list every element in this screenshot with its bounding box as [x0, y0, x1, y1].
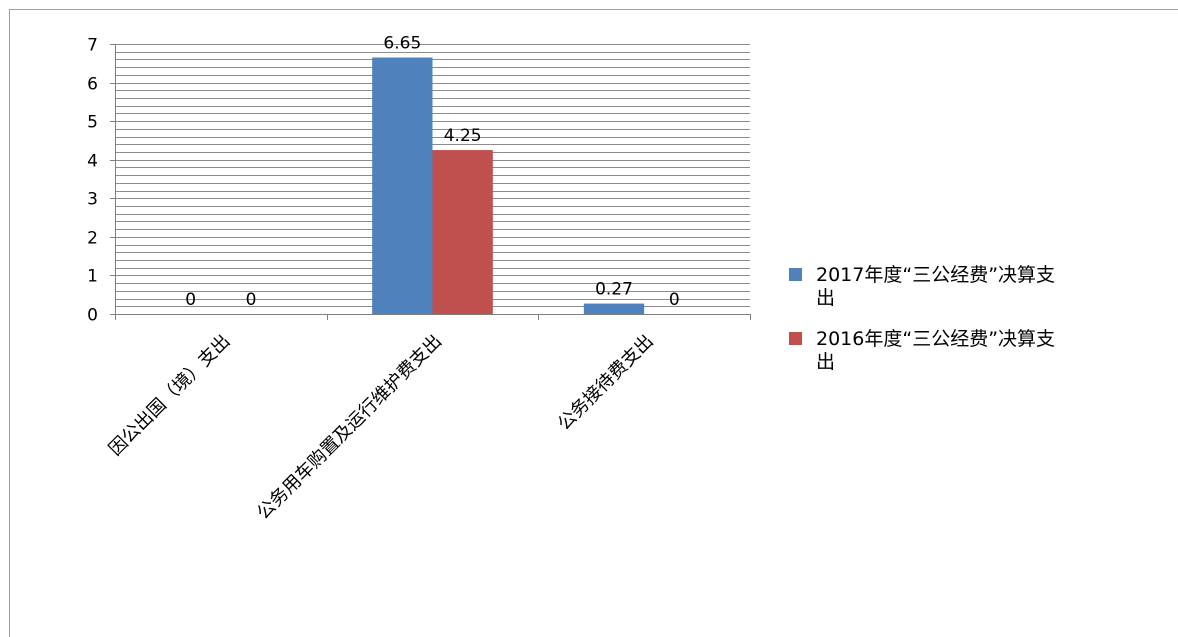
y-tick-label: 1 — [87, 267, 98, 287]
y-tick-label: 6 — [87, 75, 98, 95]
data-label: 4.25 — [444, 126, 482, 146]
legend-swatch — [789, 268, 802, 281]
bar — [583, 303, 645, 314]
bar — [372, 57, 433, 314]
y-tick-label: 2 — [87, 229, 98, 249]
y-tick-label: 3 — [87, 190, 98, 210]
x-tick-label: 公务用车购置及运行维护费支出 — [253, 331, 446, 524]
chart-frame — [9, 9, 1178, 637]
data-label: 0 — [246, 290, 257, 310]
data-label: 0 — [669, 290, 680, 310]
axes — [110, 44, 751, 320]
data-label: 0 — [185, 290, 196, 310]
data-label: 0.27 — [595, 280, 633, 300]
bars — [372, 57, 645, 314]
legend-swatch — [789, 332, 802, 345]
y-tick-label: 5 — [87, 113, 98, 133]
data-label: 6.65 — [383, 34, 421, 54]
legend-label: 2017年度“三公经费”决算支 — [816, 264, 1055, 286]
x-tick-label: 公务接待费支出 — [554, 331, 658, 435]
x-tick-label: 因公出国（境）支出 — [105, 331, 234, 460]
y-tick-label: 4 — [87, 152, 98, 172]
legend-label: 出 — [816, 351, 835, 373]
legend-label: 出 — [816, 287, 835, 309]
data-labels: 0 6.65 0.27 0 4.25 0 — [185, 34, 679, 311]
y-tick-label: 0 — [87, 306, 98, 326]
legend-label: 2016年度“三公经费”决算支 — [816, 328, 1055, 350]
bar — [432, 150, 493, 314]
y-tick-label: 7 — [87, 36, 98, 56]
